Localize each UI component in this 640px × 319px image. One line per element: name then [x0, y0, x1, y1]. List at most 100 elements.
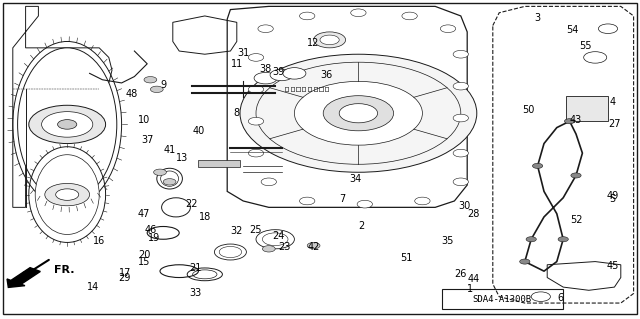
Text: 47: 47 — [138, 209, 150, 219]
Circle shape — [248, 85, 264, 93]
Text: 39: 39 — [272, 67, 285, 77]
Text: 17: 17 — [118, 268, 131, 278]
Circle shape — [520, 259, 530, 264]
Circle shape — [453, 50, 468, 58]
Circle shape — [29, 105, 106, 144]
Text: 23: 23 — [278, 242, 291, 252]
Text: 41: 41 — [163, 145, 176, 155]
FancyArrow shape — [7, 268, 40, 287]
Text: 44: 44 — [467, 274, 480, 284]
Circle shape — [453, 114, 468, 122]
Circle shape — [531, 292, 550, 301]
Circle shape — [300, 12, 315, 20]
Circle shape — [254, 72, 277, 84]
Circle shape — [558, 237, 568, 242]
Circle shape — [262, 246, 275, 252]
Text: 31: 31 — [237, 48, 250, 58]
Circle shape — [339, 104, 378, 123]
Text: 16: 16 — [93, 236, 106, 246]
Circle shape — [56, 189, 79, 200]
Text: 49: 49 — [606, 191, 619, 201]
Text: 27: 27 — [608, 119, 621, 130]
Text: 34: 34 — [349, 174, 362, 184]
Text: FR.: FR. — [54, 264, 75, 275]
Bar — [442, 289, 563, 309]
Text: 22: 22 — [186, 199, 198, 209]
Text: 21: 21 — [189, 263, 202, 273]
Text: 2: 2 — [358, 221, 365, 232]
Circle shape — [150, 86, 163, 93]
Circle shape — [320, 35, 339, 45]
Circle shape — [240, 54, 477, 172]
Circle shape — [258, 25, 273, 33]
Circle shape — [402, 12, 417, 20]
Text: 8: 8 — [234, 108, 240, 118]
Circle shape — [571, 173, 581, 178]
Circle shape — [532, 163, 543, 168]
Text: 52: 52 — [570, 215, 582, 225]
Circle shape — [270, 69, 293, 81]
Circle shape — [163, 179, 176, 185]
Text: 18: 18 — [198, 212, 211, 222]
Circle shape — [42, 112, 93, 137]
Text: 11: 11 — [230, 59, 243, 69]
Text: 54: 54 — [566, 25, 579, 35]
Circle shape — [294, 81, 422, 145]
Circle shape — [45, 183, 90, 206]
Circle shape — [323, 96, 394, 131]
Text: 29: 29 — [118, 272, 131, 283]
Ellipse shape — [35, 155, 99, 234]
Circle shape — [248, 117, 264, 125]
Circle shape — [144, 77, 157, 83]
Ellipse shape — [18, 48, 117, 201]
Text: 14: 14 — [86, 282, 99, 292]
Circle shape — [415, 197, 430, 205]
Circle shape — [598, 24, 618, 33]
Text: 19: 19 — [147, 233, 160, 243]
Text: 15: 15 — [138, 256, 150, 267]
Circle shape — [314, 32, 346, 48]
Circle shape — [357, 200, 372, 208]
Circle shape — [453, 178, 468, 186]
Text: 5: 5 — [609, 194, 616, 204]
Text: 37: 37 — [141, 135, 154, 145]
Text: 51: 51 — [400, 253, 413, 263]
Text: 13: 13 — [176, 153, 189, 163]
Text: 38: 38 — [259, 63, 272, 74]
Text: 36: 36 — [320, 70, 333, 80]
Text: 33: 33 — [189, 288, 202, 299]
Circle shape — [526, 237, 536, 242]
Text: 7: 7 — [339, 194, 346, 204]
Text: 45: 45 — [606, 261, 619, 271]
Text: 10: 10 — [138, 115, 150, 125]
Text: 42: 42 — [307, 242, 320, 252]
Text: 25: 25 — [250, 225, 262, 235]
Circle shape — [351, 9, 366, 17]
Text: 20: 20 — [138, 250, 150, 260]
Text: 48: 48 — [125, 89, 138, 99]
Text: 3: 3 — [534, 12, 541, 23]
Text: 6: 6 — [557, 293, 563, 303]
Circle shape — [453, 82, 468, 90]
Text: 12: 12 — [307, 38, 320, 48]
FancyBboxPatch shape — [566, 96, 608, 121]
Text: 9: 9 — [160, 79, 166, 90]
Text: 30: 30 — [458, 201, 470, 211]
Text: 55: 55 — [579, 41, 592, 51]
Circle shape — [307, 242, 320, 249]
Circle shape — [154, 169, 166, 175]
Text: 50: 50 — [522, 105, 534, 115]
Circle shape — [453, 149, 468, 157]
Circle shape — [283, 68, 306, 79]
Text: 26: 26 — [454, 269, 467, 279]
FancyBboxPatch shape — [198, 160, 240, 167]
Circle shape — [261, 178, 276, 186]
Circle shape — [248, 149, 264, 157]
Text: SDA4-A1300B: SDA4-A1300B — [473, 294, 532, 304]
Circle shape — [248, 54, 264, 61]
Text: 46: 46 — [144, 225, 157, 235]
Text: 4: 4 — [609, 97, 616, 107]
Circle shape — [300, 197, 315, 205]
Text: 28: 28 — [467, 209, 480, 219]
Circle shape — [58, 120, 77, 129]
